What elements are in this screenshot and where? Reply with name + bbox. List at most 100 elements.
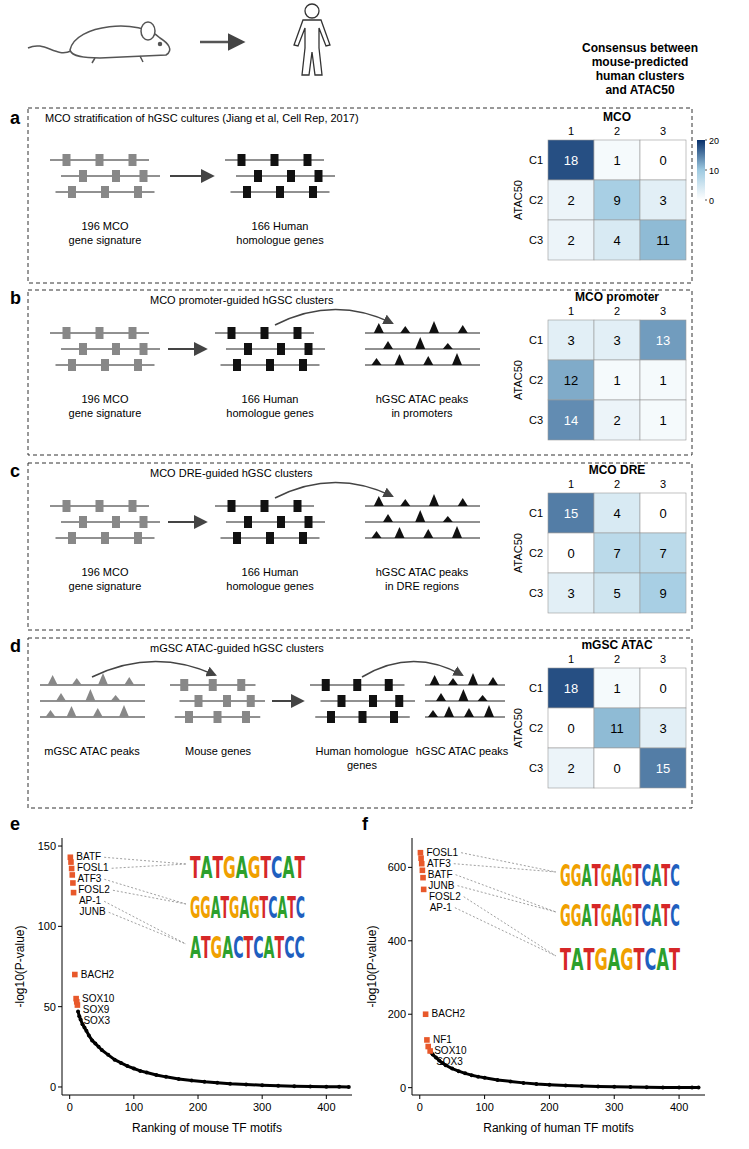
atac-peak bbox=[448, 678, 458, 685]
point bbox=[106, 1053, 110, 1057]
panel-letter: d bbox=[10, 636, 21, 656]
logo-letter: C bbox=[268, 889, 277, 925]
y-tick bbox=[408, 867, 412, 868]
point-label: BATF bbox=[76, 851, 101, 862]
atac-peak bbox=[484, 705, 494, 717]
logo-letter: T bbox=[220, 889, 229, 925]
heatmap-cell bbox=[594, 220, 640, 260]
logo-connector bbox=[457, 886, 556, 912]
cell-label: 11 bbox=[610, 721, 624, 736]
atac-peak bbox=[383, 514, 393, 522]
panel-title: mGSC ATAC-guided hGSC clusters bbox=[150, 642, 324, 654]
logo-letter: T bbox=[592, 857, 601, 893]
tick-label: 0 bbox=[50, 1081, 56, 1093]
diagram-label: homologue genes bbox=[226, 580, 314, 592]
column-label: 3 bbox=[660, 478, 666, 490]
gene-box bbox=[299, 359, 307, 371]
heatmap-cell bbox=[640, 360, 686, 400]
point bbox=[72, 972, 78, 978]
point-label: FOSL1 bbox=[77, 862, 109, 873]
point bbox=[324, 1085, 328, 1089]
gene-box bbox=[233, 532, 241, 544]
logo-connector bbox=[104, 879, 186, 904]
logo-letter: T bbox=[213, 849, 224, 885]
logo-connector bbox=[104, 857, 186, 864]
heatmap-cell bbox=[548, 400, 594, 440]
heatmap-cell bbox=[548, 708, 594, 748]
cell-label: 0 bbox=[613, 761, 620, 776]
tick-label: 150 bbox=[38, 840, 56, 852]
row-label: C3 bbox=[529, 762, 543, 774]
chart-title: MCO bbox=[603, 110, 631, 124]
column-label: 2 bbox=[614, 653, 620, 665]
column-label: 3 bbox=[660, 125, 666, 137]
cell-label: 2 bbox=[613, 413, 620, 428]
motif-logo: GGATGAGTCATC bbox=[560, 897, 680, 933]
gene-box bbox=[299, 532, 307, 544]
arrow bbox=[170, 175, 212, 177]
curved-arrow bbox=[92, 661, 215, 677]
cell-label: 0 bbox=[659, 681, 666, 696]
point bbox=[476, 1075, 480, 1079]
point bbox=[337, 1085, 341, 1089]
gene-box bbox=[96, 327, 104, 339]
series-line bbox=[431, 1053, 698, 1088]
point bbox=[697, 1086, 701, 1090]
column-label: 2 bbox=[614, 305, 620, 317]
x-tick bbox=[419, 1095, 420, 1099]
point bbox=[661, 1085, 665, 1089]
axis-label: -log10(P-value) bbox=[365, 925, 379, 1007]
atac-peak bbox=[383, 341, 393, 349]
gene-box bbox=[242, 711, 250, 723]
logo-letter: T bbox=[592, 897, 601, 933]
gene-box bbox=[112, 343, 120, 355]
diagram-label: gene signature bbox=[69, 580, 142, 592]
logo-letter: G bbox=[560, 897, 571, 933]
logo-connector bbox=[112, 864, 186, 868]
logo-letter: G bbox=[560, 857, 571, 893]
cell-label: 0 bbox=[659, 153, 666, 168]
gene-box bbox=[266, 359, 274, 371]
axes bbox=[408, 838, 705, 1099]
heatmap-cell bbox=[548, 533, 594, 573]
gene-box bbox=[129, 327, 137, 339]
point-label: SOX10 bbox=[434, 1045, 467, 1056]
gene-box bbox=[63, 327, 71, 339]
diagram-label: homologue genes bbox=[236, 234, 324, 246]
point bbox=[79, 1018, 83, 1022]
logo-letter: T bbox=[633, 897, 642, 933]
colorbar-tick bbox=[705, 140, 707, 141]
point-label: BACH2 bbox=[81, 969, 115, 980]
point-label: ATF3 bbox=[78, 873, 102, 884]
atac-peak bbox=[48, 675, 58, 685]
heatmap-cell bbox=[640, 533, 686, 573]
atac-peak bbox=[395, 527, 405, 538]
panel-letter: e bbox=[10, 814, 20, 834]
diagram bbox=[50, 482, 480, 544]
logo-connector bbox=[456, 875, 556, 912]
point bbox=[423, 1011, 429, 1017]
tick-label: 100 bbox=[38, 920, 56, 932]
logo-letter: A bbox=[282, 849, 294, 885]
logo-letter: G bbox=[200, 889, 210, 925]
heatmap-cell bbox=[594, 533, 640, 573]
point bbox=[228, 1082, 232, 1086]
x-tick bbox=[133, 1095, 134, 1099]
atac-peak bbox=[56, 693, 66, 701]
logo-letter: T bbox=[634, 941, 645, 977]
y-tick bbox=[58, 926, 62, 927]
gene-box bbox=[305, 516, 313, 528]
point bbox=[677, 1086, 681, 1090]
gene-box bbox=[134, 186, 142, 198]
x-tick bbox=[198, 1095, 199, 1099]
logo-letter: C bbox=[642, 857, 652, 893]
tick-label: 0 bbox=[400, 1082, 406, 1094]
logo-letter: C bbox=[271, 849, 282, 885]
logo-letter: T bbox=[294, 849, 305, 885]
colorbar-label: 10 bbox=[709, 166, 719, 176]
atac-peak bbox=[111, 695, 121, 701]
row-label: C3 bbox=[529, 414, 543, 426]
logo-letter: A bbox=[190, 929, 201, 965]
gene-box bbox=[261, 500, 269, 512]
logo-letter: A bbox=[656, 941, 669, 977]
